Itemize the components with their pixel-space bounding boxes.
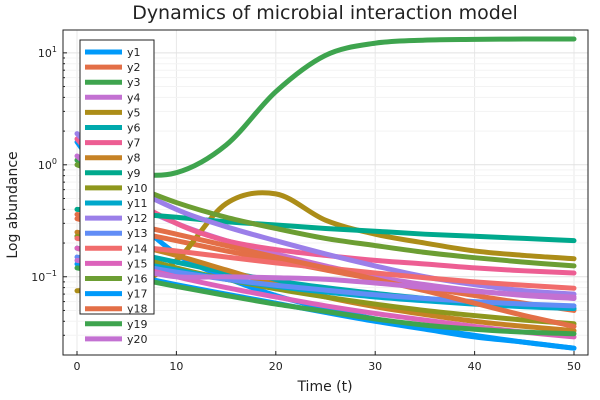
legend-entry-y2: y2 xyxy=(127,61,141,74)
legend-entry-y8: y8 xyxy=(127,152,141,165)
x-tick-label: 0 xyxy=(74,360,81,373)
x-tick-label: 50 xyxy=(567,360,581,373)
series-line-y9 xyxy=(74,206,577,244)
legend-entry-y4: y4 xyxy=(127,91,141,104)
legend-box xyxy=(79,39,155,315)
series-line-y12 xyxy=(74,131,577,297)
series-line-y19 xyxy=(74,265,577,337)
legend-entry-y20: y20 xyxy=(127,333,148,346)
legend-entry-y6: y6 xyxy=(127,122,141,135)
legend: y1 y2 y3 y4 y5 y6 y7 y8 y9 y10 y11 y12 y13 y14 y15 y16 y… xyxy=(79,39,155,346)
series-line-y3 xyxy=(74,36,577,178)
legend-entry-y1: y1 xyxy=(127,46,141,59)
series-line-y13 xyxy=(74,254,577,309)
series-line-y18 xyxy=(74,211,577,329)
legend-entry-y16: y16 xyxy=(127,273,148,286)
legend-entry-y13: y13 xyxy=(127,227,148,240)
x-tick-label: 40 xyxy=(468,360,482,373)
series-line-y10 xyxy=(74,233,577,327)
chart-title: Dynamics of microbial interaction model xyxy=(132,2,518,24)
y-tick-label: 100 xyxy=(38,157,57,172)
axes xyxy=(62,29,589,356)
series-line-y16 xyxy=(74,162,577,269)
y-tick-label: 101 xyxy=(38,45,57,60)
ticks: 0 10 20 30 40 50 10−1 100 101 xyxy=(31,45,581,373)
y-axis-label: Log abundance xyxy=(5,151,21,258)
x-tick-label: 10 xyxy=(169,360,183,373)
x-tick-label: 20 xyxy=(269,360,283,373)
legend-entry-y3: y3 xyxy=(127,76,141,89)
legend-entry-y7: y7 xyxy=(127,137,141,150)
legend-entry-y14: y14 xyxy=(127,242,148,255)
legend-entry-y17: y17 xyxy=(127,288,148,301)
x-tick-label: 30 xyxy=(368,360,382,373)
x-axis-label: Time (t) xyxy=(296,379,352,395)
legend-entry-y9: y9 xyxy=(127,167,141,180)
series-layer xyxy=(74,36,577,351)
legend-entry-y11: y11 xyxy=(127,197,148,210)
legend-entry-y10: y10 xyxy=(127,182,148,195)
legend-entry-y19: y19 xyxy=(127,318,148,331)
legend-entry-y15: y15 xyxy=(127,257,148,270)
y-tick-label: 10−1 xyxy=(31,269,57,284)
legend-entry-y5: y5 xyxy=(127,106,141,119)
legend-entry-y18: y18 xyxy=(127,303,148,316)
plot-frame xyxy=(62,29,589,356)
legend-entry-y12: y12 xyxy=(127,212,148,225)
series-line-y20 xyxy=(74,257,577,300)
